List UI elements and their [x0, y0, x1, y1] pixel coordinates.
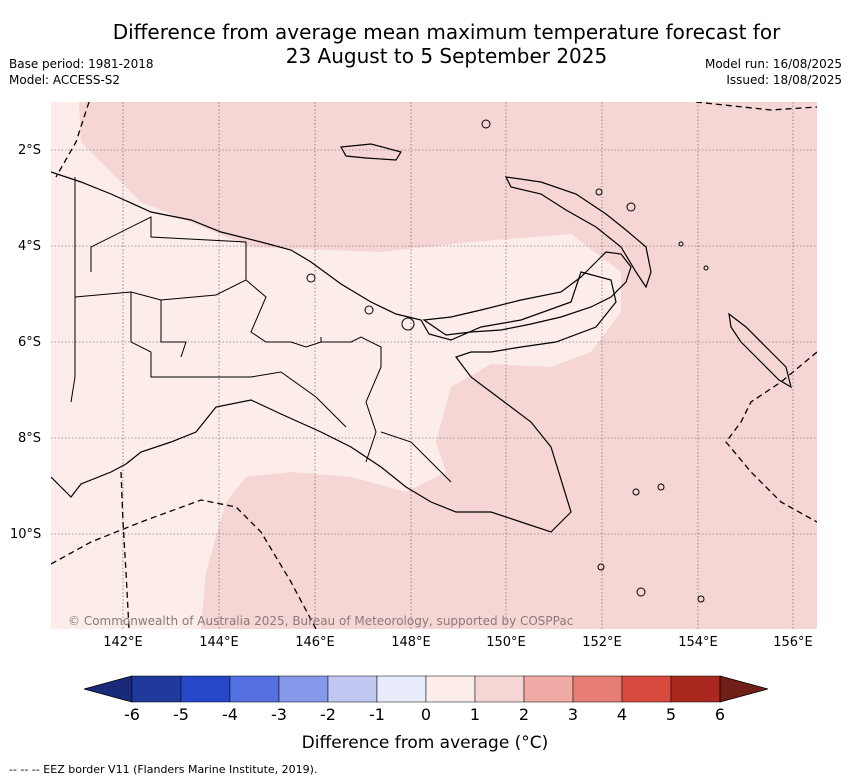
run-info: Model run: 16/08/2025 Issued: 18/08/2025 [705, 56, 842, 88]
copyright-notice: © Commonwealth of Australia 2025, Bureau… [68, 614, 574, 628]
colorbar-cell [523, 675, 574, 703]
colorbar-cell [425, 675, 476, 703]
lon-label: 142°E [103, 635, 143, 650]
lat-label: 4°S [18, 239, 42, 254]
new-ireland-coast [504, 176, 652, 289]
forecast-map [51, 102, 817, 629]
gridlines [51, 102, 817, 629]
lon-label: 154°E [678, 635, 718, 650]
colorbar-tick-label: -5 [173, 705, 189, 724]
map-region-west [51, 102, 79, 629]
colorbar-cell [327, 675, 378, 703]
lon-label: 156°E [773, 635, 813, 650]
model-info: Base period: 1981-2018 Model: ACCESS-S2 [9, 56, 154, 88]
lon-label: 150°E [486, 635, 526, 650]
colorbar-tick-label: 1 [469, 705, 481, 724]
colorbar-cell [572, 675, 623, 703]
colorbar-tick-label: 0 [420, 705, 432, 724]
lat-label: 2°S [18, 143, 42, 158]
issued-date: Issued: 18/08/2025 [726, 73, 842, 87]
chart-title: Difference from average mean maximum tem… [0, 20, 850, 68]
colorbar-cell [229, 675, 280, 703]
colorbar-cell [474, 675, 525, 703]
map-region-slightly-warmer [51, 102, 621, 629]
colorbar-cell [621, 675, 672, 703]
lon-label: 144°E [199, 635, 239, 650]
model-name: Model: ACCESS-S2 [9, 73, 121, 87]
colorbar-tick-label: -3 [271, 705, 287, 724]
colorbar [84, 675, 768, 703]
lat-label: 10°S [10, 527, 42, 542]
colorbar-tick-label: -6 [124, 705, 140, 724]
colorbar-cell [180, 675, 231, 703]
colorbar-tick-label: 5 [665, 705, 677, 724]
colorbar-tick-label: 2 [518, 705, 530, 724]
lon-label: 148°E [391, 635, 431, 650]
province-borders [70, 177, 452, 483]
manus-coast [340, 143, 402, 161]
lat-label: 6°S [18, 335, 42, 350]
new-guinea-coast [51, 171, 617, 533]
colorbar-cell [278, 675, 329, 703]
colorbar-cell [670, 675, 721, 703]
title-line-1: Difference from average mean maximum tem… [112, 20, 781, 44]
lat-label: 8°S [18, 431, 42, 446]
lon-label: 152°E [582, 635, 622, 650]
title-line-2: 23 August to 5 September 2025 [285, 44, 608, 68]
colorbar-under-arrow [84, 675, 133, 703]
colorbar-tick-label: 6 [714, 705, 726, 724]
colorbar-tick-label: 4 [616, 705, 628, 724]
colorbar-tick-label: -2 [320, 705, 336, 724]
colorbar-title: Difference from average (°C) [301, 733, 549, 753]
new-britain-coast [422, 251, 632, 336]
bougainville-coast [728, 312, 792, 389]
colorbar-tick-label: 3 [567, 705, 579, 724]
colorbar-cells [131, 675, 721, 703]
colorbar-cell [131, 675, 182, 703]
small-islands [306, 119, 709, 603]
lon-label: 146°E [295, 635, 335, 650]
colorbar-over-arrow [719, 675, 768, 703]
colorbar-tick-label: -1 [369, 705, 385, 724]
model-run: Model run: 16/08/2025 [704, 57, 842, 71]
colorbar-tick-label: -4 [222, 705, 238, 724]
eez-footnote: -- -- -- EEZ border V11 (Flanders Marine… [9, 763, 318, 776]
colorbar-cell [376, 675, 427, 703]
base-period: Base period: 1981-2018 [9, 57, 154, 71]
eez-borders [51, 102, 817, 629]
coastlines [51, 143, 792, 533]
